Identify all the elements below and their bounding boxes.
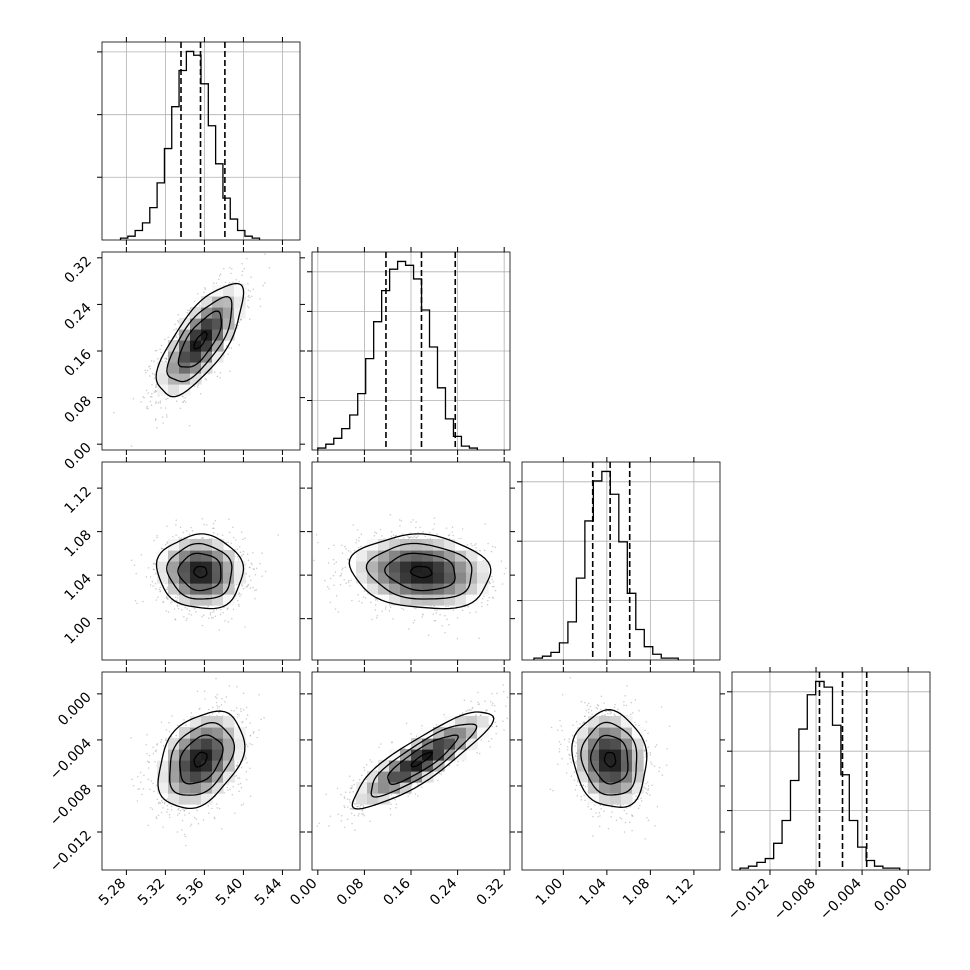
- x-tick-label: −0.004: [817, 875, 865, 923]
- x-tick-label: 0.000: [871, 876, 911, 916]
- x-tick-label: 1.04: [576, 875, 609, 908]
- y-tick-label: −0.012: [47, 828, 95, 876]
- hist-step-line: [119, 50, 261, 240]
- hist-panel-1: [307, 251, 511, 451]
- contour-level-1: [193, 331, 208, 350]
- y-tick-label: 1.08: [61, 527, 94, 560]
- hist-panel-0: [97, 41, 301, 241]
- y-tick-label: 0.08: [61, 393, 94, 426]
- hist-panel-3: [727, 671, 931, 871]
- scatter-panel-3-1: [311, 671, 511, 871]
- x-tick-label: −0.012: [725, 876, 773, 924]
- x-tick-label: 0.32: [474, 876, 507, 909]
- contour-level-2: [384, 552, 456, 592]
- contour-level-4: [157, 710, 246, 810]
- scatter-panel-1-0: [101, 251, 301, 451]
- density-cells: [157, 285, 246, 396]
- y-tick-label: 0.24: [61, 300, 94, 333]
- scatter-panel-3-2: [521, 671, 721, 871]
- contour-level-2: [177, 552, 222, 592]
- contour-level-4: [348, 533, 492, 610]
- contour-level-3: [370, 723, 478, 798]
- y-tick-label: 0.000: [55, 689, 95, 729]
- y-tick-label: 1.00: [61, 614, 94, 647]
- x-tick-label: 0.24: [427, 875, 460, 908]
- density-cells: [577, 716, 644, 805]
- y-tick-label: −0.008: [47, 781, 95, 829]
- x-tick-label: 1.12: [663, 876, 696, 909]
- x-tick-label: 5.32: [135, 876, 168, 909]
- contour-level-2: [177, 310, 223, 368]
- contour-level-4: [155, 533, 245, 610]
- hist-panel-2: [517, 461, 721, 661]
- contour-level-1: [603, 751, 617, 768]
- contour-level-3: [166, 542, 233, 600]
- density-cells: [157, 539, 246, 606]
- x-tick-label: 5.36: [174, 875, 207, 908]
- hist-step-line: [317, 260, 479, 450]
- y-tick-label: 0.00: [61, 440, 94, 473]
- y-tick-label: 0.32: [61, 253, 94, 286]
- y-tick-label: 1.12: [61, 484, 94, 517]
- panel-frame: [521, 671, 721, 871]
- contour-level-3: [365, 542, 473, 600]
- contour-level-2: [387, 734, 459, 785]
- x-tick-label: 0.08: [334, 876, 367, 909]
- hist-step-line: [533, 470, 679, 660]
- x-tick-label: 5.44: [252, 875, 285, 908]
- contour-level-4: [351, 711, 495, 810]
- contour-level-1: [410, 751, 433, 768]
- contour-level-2: [590, 734, 629, 785]
- y-tick-label: −0.004: [47, 735, 95, 783]
- contour-level-1: [410, 565, 433, 579]
- contour-level-1: [193, 751, 208, 768]
- x-tick-label: 0.00: [287, 876, 320, 909]
- scatter-panel-2-1: [311, 461, 511, 661]
- x-tick-label: −0.008: [771, 876, 819, 924]
- scatter-panel-2-0: [101, 461, 301, 661]
- x-tick-label: 0.16: [380, 875, 413, 908]
- scatter-panel-3-0: [101, 671, 301, 871]
- contour-level-2: [179, 734, 224, 785]
- contour-level-3: [166, 295, 233, 383]
- contour-level-4: [155, 282, 245, 398]
- panel-frame: [101, 671, 301, 871]
- y-tick-label: 0.16: [61, 346, 94, 379]
- contour-level-3: [169, 721, 236, 796]
- x-tick-label: 1.08: [620, 876, 653, 909]
- density-cells: [356, 716, 489, 805]
- contour-level-1: [193, 565, 208, 579]
- panel-frame: [731, 671, 931, 871]
- density-cells: [157, 716, 246, 805]
- panel-frame: [521, 461, 721, 661]
- x-tick-label: 5.40: [213, 876, 246, 909]
- y-tick-label: 1.04: [61, 571, 94, 604]
- panel-frame: [101, 461, 301, 661]
- hist-step-line: [739, 680, 901, 870]
- x-tick-label: 1.00: [533, 876, 566, 909]
- contour-level-3: [580, 721, 638, 796]
- contour-level-4: [571, 709, 648, 808]
- x-tick-label: 5.28: [96, 876, 129, 909]
- panel-frame: [101, 41, 301, 241]
- density-cells: [356, 539, 489, 606]
